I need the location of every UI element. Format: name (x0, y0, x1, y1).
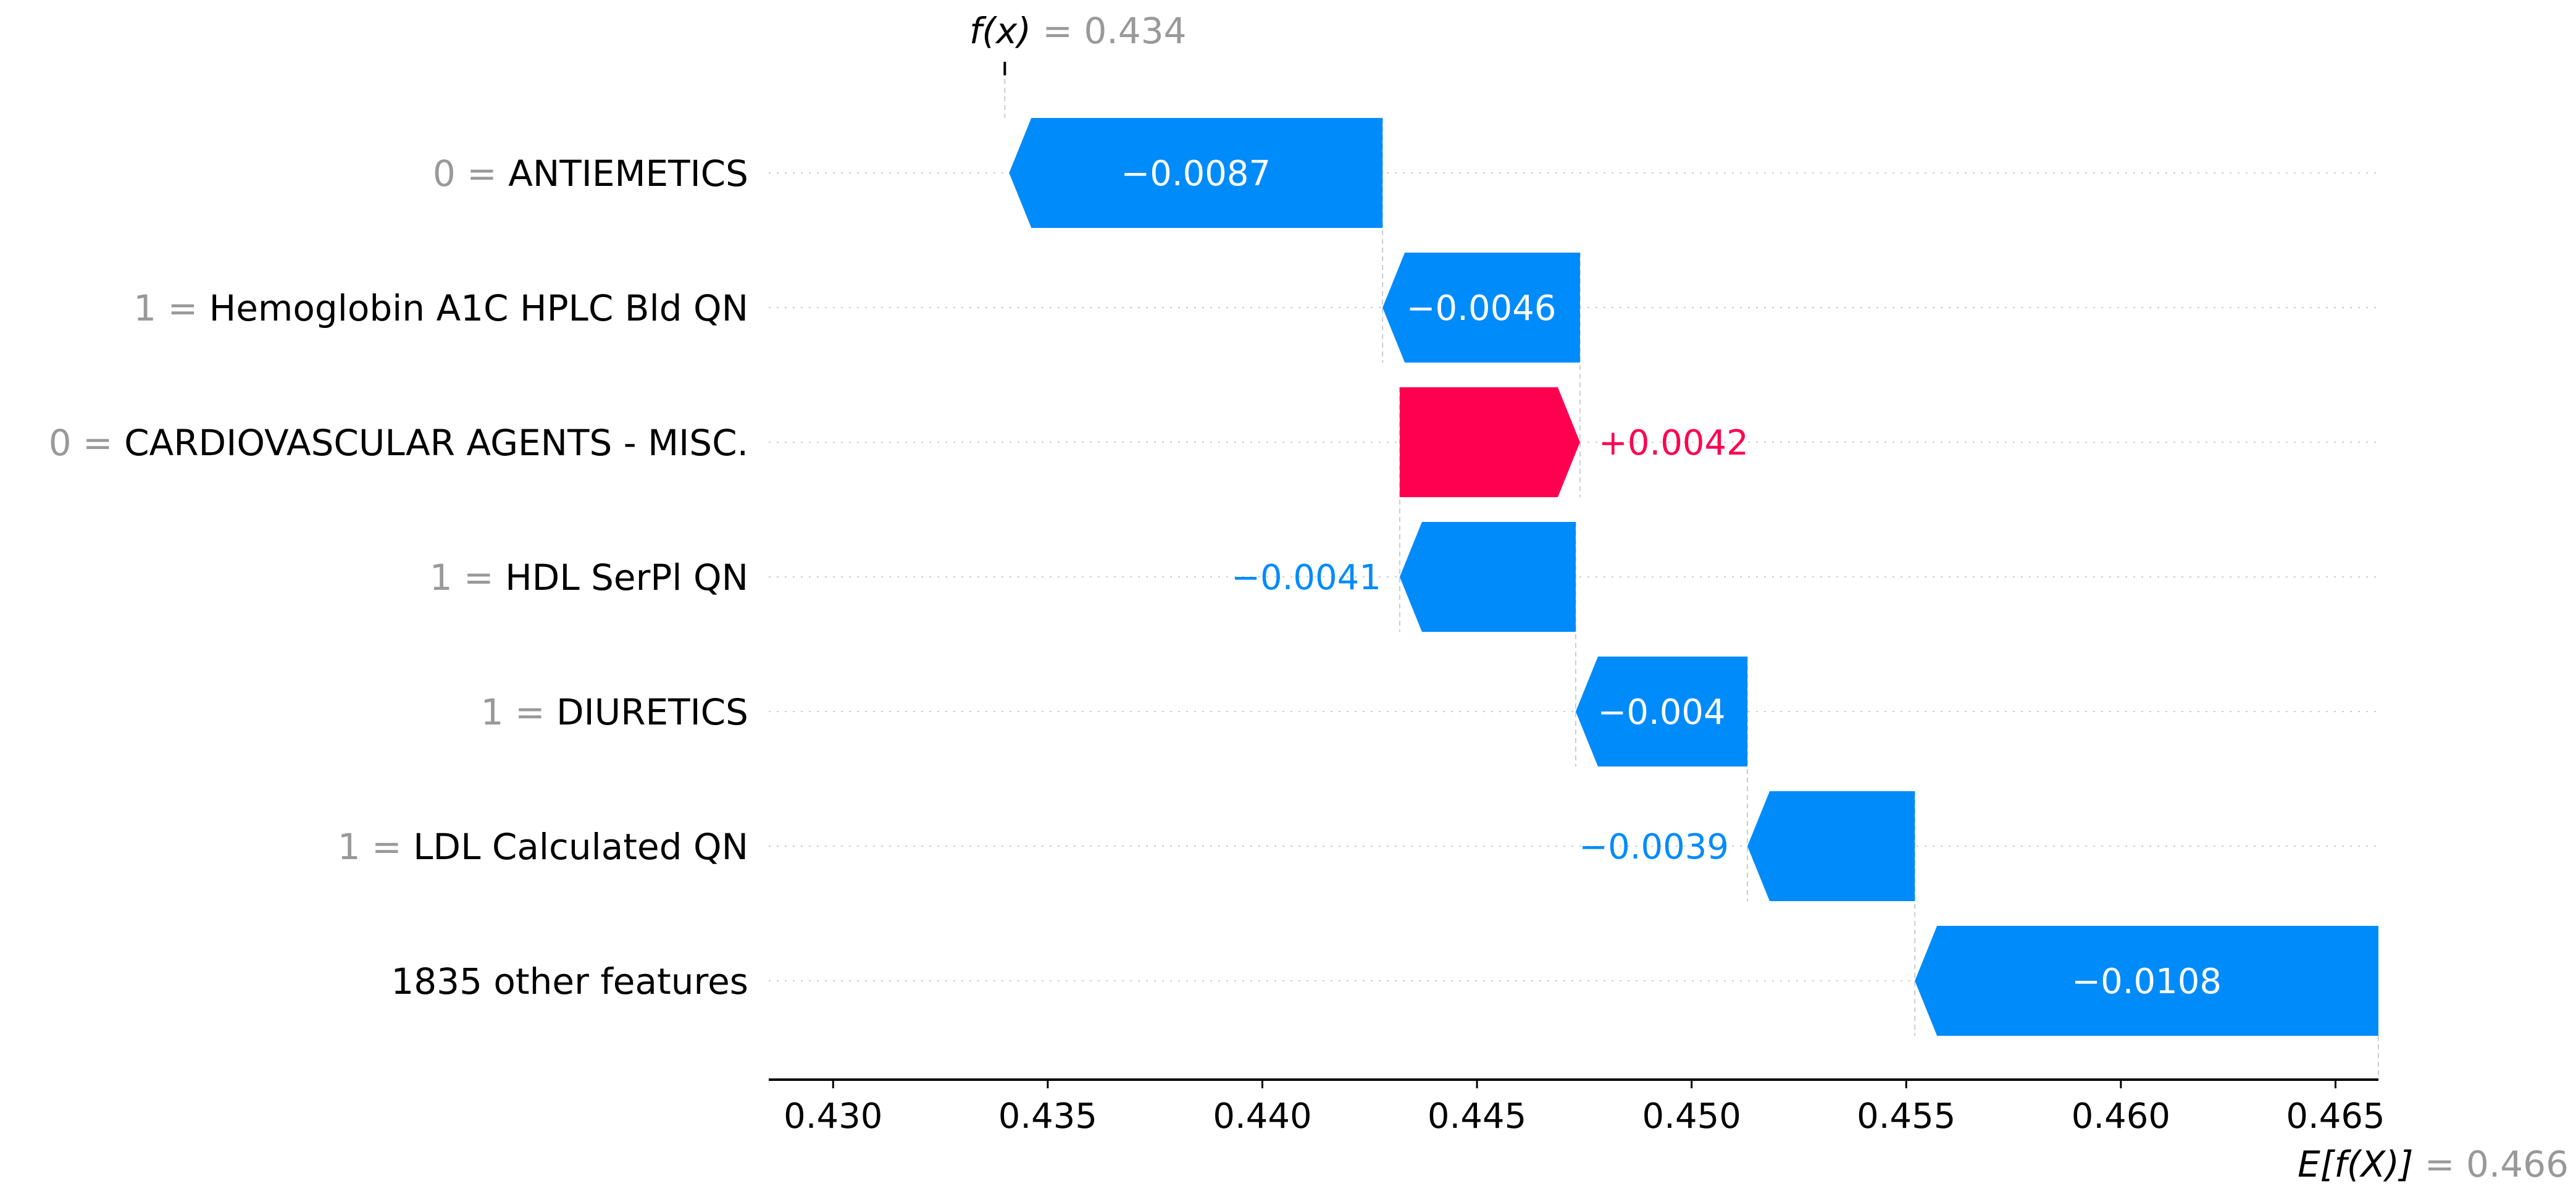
efx-eq: = (2413, 1143, 2465, 1185)
bar-negative (1915, 926, 2378, 1036)
feature-value: 1 = (133, 287, 209, 329)
feature-label: 0 = CARDIOVASCULAR AGENTS - MISC. (49, 422, 748, 464)
bar-negative (1575, 657, 1748, 766)
x-tick-label: 0.465 (2286, 1096, 2385, 1136)
feature-value: 1 = (430, 556, 505, 598)
x-tick-label: 0.450 (1642, 1096, 1741, 1136)
x-tick-label: 0.445 (1428, 1096, 1526, 1136)
bar-value-label: −0.0087 (1121, 154, 1271, 194)
fx-value: 0.434 (1084, 10, 1186, 52)
feature-name: ANTIEMETICS (508, 153, 748, 195)
feature-name: LDL Calculated QN (413, 826, 748, 868)
x-tick-label: 0.455 (1857, 1096, 1955, 1136)
feature-label: 1 = HDL SerPl QN (430, 556, 748, 598)
efx-label: E[f(X)] (2298, 1143, 2413, 1185)
x-tick-label: 0.440 (1213, 1096, 1311, 1136)
bar-value-label: −0.0108 (2072, 962, 2222, 1002)
bar-positive (1399, 387, 1580, 497)
efx-value: 0.466 (2466, 1143, 2569, 1185)
fx-label: f(x) (969, 10, 1031, 52)
bar-value-label: −0.0041 (1231, 558, 1381, 598)
feature-labels: 0 = ANTIEMETICS 1 = Hemoglobin A1C HPLC B… (49, 153, 748, 1002)
bar-negative (1382, 253, 1580, 363)
x-tick-label: 0.460 (2072, 1096, 2170, 1136)
feature-label: 1 = Hemoglobin A1C HPLC Bld QN (133, 287, 748, 329)
feature-value: 1 = (481, 691, 556, 733)
feature-label: 0 = ANTIEMETICS (433, 153, 748, 195)
feature-name: HDL SerPl QN (505, 556, 748, 598)
feature-value: 0 = (433, 153, 508, 195)
feature-name: CARDIOVASCULAR AGENTS - MISC. (124, 422, 748, 464)
feature-name: Hemoglobin A1C HPLC Bld QN (209, 287, 748, 329)
bar-negative (1399, 522, 1576, 632)
efx-annotation: E[f(X)] = 0.466 (2298, 1143, 2569, 1185)
feature-value: 0 = (49, 422, 124, 464)
bar-negative (1009, 118, 1383, 228)
fx-annotation: f(x) = 0.434 (969, 10, 1187, 52)
feature-name: DIURETICS (556, 691, 748, 733)
feature-label: 1 = DIURETICS (481, 691, 748, 733)
bar-negative (1747, 791, 1915, 901)
bar-value-label: −0.0046 (1407, 288, 1557, 329)
bar-value-label: −0.004 (1597, 692, 1725, 733)
x-tick-label: 0.435 (998, 1096, 1097, 1136)
fx-eq: = (1031, 10, 1084, 52)
bar-value-label: +0.0042 (1599, 423, 1749, 463)
feature-label: 1835 other features (391, 960, 748, 1002)
feature-name: 1835 other features (391, 960, 748, 1002)
feature-label: 1 = LDL Calculated QN (338, 826, 748, 868)
x-axis: 0.430 0.435 0.440 0.445 0.450 0.455 0.460 0.465 (769, 1078, 2385, 1136)
bar-value-label: −0.0039 (1579, 827, 1729, 867)
x-tick-label: 0.430 (784, 1096, 882, 1136)
feature-value: 1 = (338, 826, 413, 868)
bars: −0.0087 −0.0046 +0.0042 −0.0041 −0.004 −0.003… (1009, 118, 2378, 1036)
